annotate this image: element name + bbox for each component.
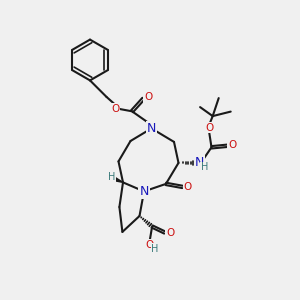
Text: O: O [144,92,152,102]
Text: H: H [201,162,208,172]
Text: N: N [147,122,156,135]
Text: H: H [108,172,115,182]
Text: O: O [166,228,174,238]
Text: O: O [111,104,120,114]
Text: O: O [146,240,154,250]
Text: O: O [183,182,192,193]
Polygon shape [113,177,123,182]
Text: N: N [139,185,149,198]
Text: H: H [152,244,159,254]
Text: O: O [205,122,213,133]
Text: O: O [228,140,236,150]
Text: N: N [195,156,204,170]
